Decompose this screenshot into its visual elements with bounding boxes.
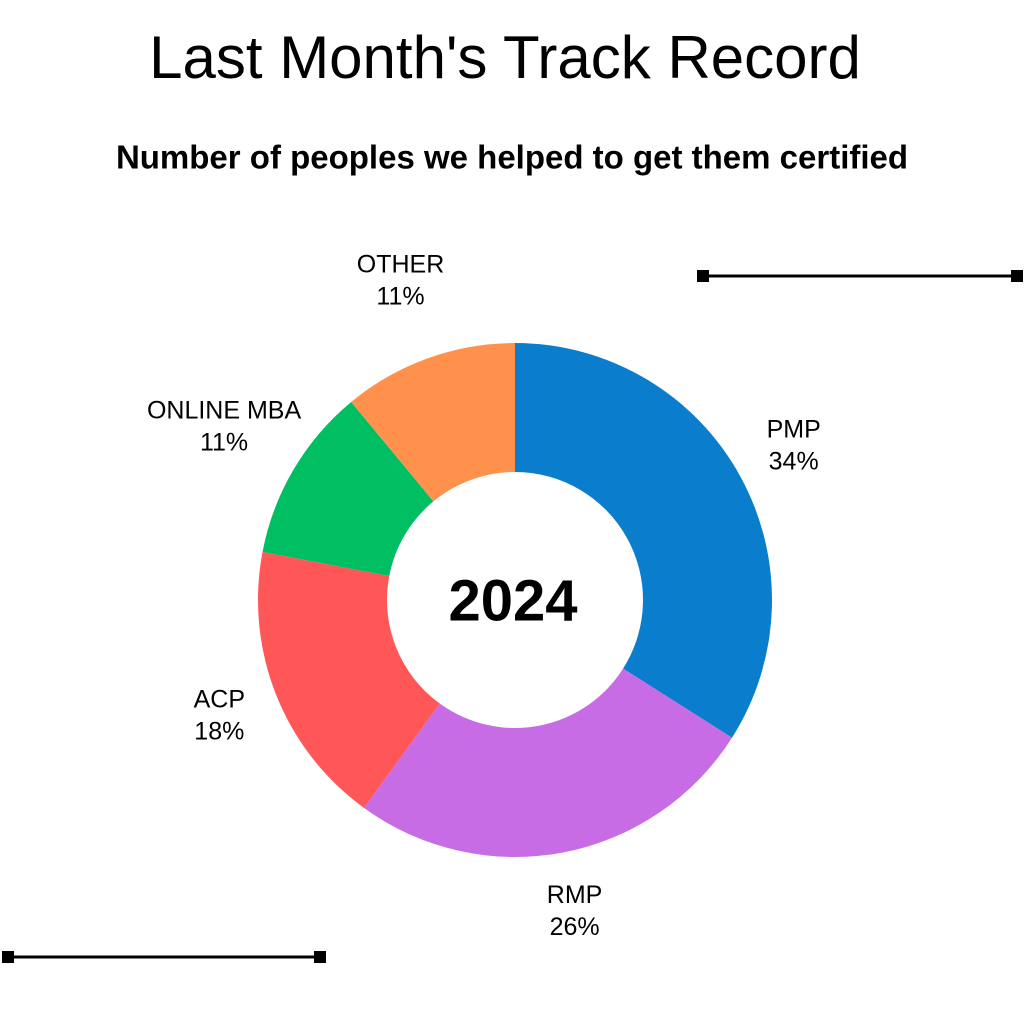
- slice-value-label: 11%: [200, 429, 248, 457]
- decor-line: [2, 951, 326, 963]
- slice-label: RMP: [547, 881, 603, 909]
- slice-value-label: 34%: [769, 447, 819, 475]
- slice-label: OTHER: [357, 251, 445, 279]
- donut-slice: [363, 668, 732, 857]
- donut-slice: [258, 551, 440, 808]
- slice-label: PMP: [767, 415, 821, 443]
- slice-value-label: 11%: [376, 283, 424, 311]
- slice-value-label: 18%: [194, 718, 244, 746]
- donut-slice: [351, 343, 515, 502]
- slice-label: ONLINE MBA: [147, 397, 302, 425]
- center-label: 2024: [448, 568, 577, 633]
- slice-value-label: 26%: [550, 913, 600, 941]
- chart-title: Last Month's Track Record: [149, 24, 861, 91]
- decor-line: [697, 270, 1023, 282]
- donut-slice: [515, 343, 772, 738]
- slice-label: ACP: [194, 686, 245, 714]
- donut-slice: [262, 401, 434, 577]
- chart-subtitle: Number of peoples we helped to get them …: [116, 139, 908, 176]
